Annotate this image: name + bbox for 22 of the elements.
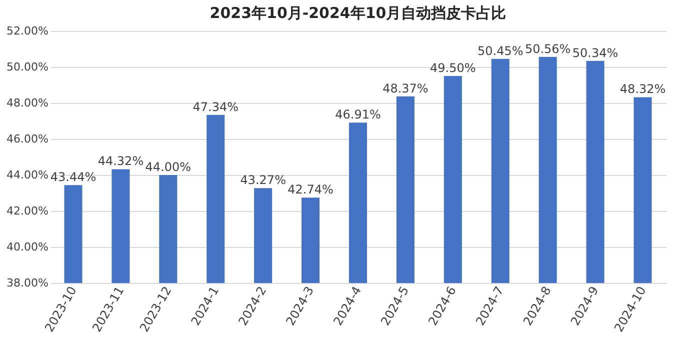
y-tick-label: 42.00% [6, 204, 48, 218]
y-tick-label: 50.00% [6, 60, 48, 74]
data-label: 44.00% [145, 160, 192, 174]
data-label: 48.37% [382, 81, 428, 96]
data-label: 46.91% [335, 108, 381, 122]
data-label: 50.45% [477, 44, 524, 58]
y-tick-label: 52.00% [6, 24, 48, 38]
y-tick-label: 40.00% [6, 240, 48, 254]
chart-title: 2023年10月-2024年10月自动挡皮卡占比 [210, 4, 506, 22]
data-label: 44.32% [98, 154, 144, 168]
y-tick-label: 44.00% [6, 168, 48, 182]
data-label: 42.74% [288, 182, 334, 197]
data-label: 47.34% [192, 100, 239, 114]
data-label: 50.56% [524, 42, 571, 56]
data-label: 43.27% [240, 173, 286, 188]
data-label: 50.34% [572, 46, 618, 60]
y-tick-label: 48.00% [6, 96, 48, 110]
data-label: 48.32% [620, 82, 666, 96]
data-label: 43.44% [50, 170, 96, 184]
y-tick-label: 38.00% [6, 276, 48, 290]
y-tick-label: 46.00% [6, 132, 48, 146]
data-label: 49.50% [430, 61, 476, 75]
